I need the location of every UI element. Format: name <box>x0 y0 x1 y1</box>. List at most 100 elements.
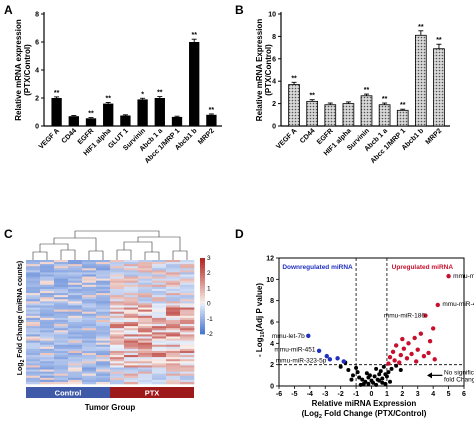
heatmap-cell <box>40 330 55 333</box>
heatmap-cell <box>68 264 83 267</box>
heatmap-cell <box>82 330 97 333</box>
heatmap-cell <box>26 291 41 294</box>
heatmap-cell <box>96 299 111 302</box>
heatmap-cell <box>40 260 55 263</box>
heatmap-cell <box>124 280 139 284</box>
heatmap-cell <box>110 288 125 292</box>
heatmap-cell <box>124 367 139 370</box>
heatmap-cell <box>68 288 83 292</box>
heatmap-cell <box>180 297 195 300</box>
heatmap-cell <box>40 346 55 350</box>
heatmap-cell <box>96 353 111 356</box>
heatmap-cell <box>26 369 41 372</box>
heatmap-cell <box>124 373 139 377</box>
heatmap-cell <box>68 270 83 273</box>
a-significance: ** <box>157 90 163 97</box>
heatmap-cell <box>54 311 69 315</box>
heatmap-cell <box>68 315 83 319</box>
heatmap-cell <box>124 291 139 294</box>
heatmap-cell <box>54 361 69 364</box>
heatmap-cell <box>110 280 125 284</box>
heatmap-cell <box>68 295 83 298</box>
heatmap-cell <box>82 301 97 304</box>
a-significance: ** <box>191 32 197 39</box>
heatmap-cell <box>124 369 139 372</box>
heatmap-cell <box>82 274 97 277</box>
b-ytick-label: 6 <box>272 56 276 63</box>
heatmap-cell <box>54 375 69 379</box>
b-ytick-label: 2 <box>272 101 276 108</box>
heatmap-cell <box>180 361 195 364</box>
heatmap-cell <box>82 317 97 321</box>
heatmap-cell <box>96 282 111 286</box>
heatmap-cell <box>166 334 181 337</box>
heatmap-cell <box>26 286 41 290</box>
heatmap-cell <box>40 288 55 292</box>
ptx-group-label: PTX <box>145 389 160 398</box>
heatmap-cell <box>180 353 195 356</box>
d-ylabel-pre: - Log <box>255 337 264 357</box>
heatmap-cell <box>138 363 153 366</box>
heatmap-cell <box>124 381 139 385</box>
heatmap-cell <box>180 305 195 308</box>
heatmap-cell <box>40 367 55 370</box>
heatmap-cell <box>96 301 111 304</box>
heatmap-cell <box>54 278 69 281</box>
heatmap-cell <box>138 371 153 374</box>
heatmap-cell <box>124 338 139 341</box>
heatmap-cell <box>40 328 55 331</box>
heatmap-cell <box>68 371 83 374</box>
colorbar-segment <box>200 301 205 304</box>
heatmap-cell <box>110 365 125 368</box>
heatmap-cell <box>124 274 139 277</box>
heatmap-cell <box>54 266 69 269</box>
heatmap-cell <box>166 324 181 327</box>
heatmap-cell <box>26 365 41 368</box>
colorbar-segment <box>200 280 205 284</box>
heatmap-cell <box>26 282 41 286</box>
d-down-label: Downregulated miRNA <box>282 264 353 271</box>
heatmap-cell <box>40 342 55 346</box>
heatmap-cell <box>180 309 195 312</box>
heatmap-cell <box>124 260 139 263</box>
heatmap-cell <box>138 264 153 267</box>
heatmap-cell <box>124 324 139 327</box>
heatmap-cell <box>40 284 55 288</box>
heatmap-cell <box>166 367 181 370</box>
heatmap-cell <box>26 284 41 288</box>
heatmap-cell <box>138 288 153 292</box>
panel-label-a: A <box>4 3 13 17</box>
heatmap-cell <box>68 350 83 354</box>
heatmap-cell <box>124 319 139 323</box>
heatmap-cell <box>40 299 55 302</box>
heatmap-cell <box>54 373 69 377</box>
heatmap-cell <box>138 317 153 321</box>
heatmap-cell <box>138 330 153 333</box>
d-point-ns <box>384 374 389 379</box>
heatmap-cell <box>110 344 125 348</box>
heatmap-cell <box>110 381 125 385</box>
heatmap-cell <box>152 332 167 335</box>
d-point-ns <box>355 370 360 375</box>
heatmap-cell <box>152 264 167 267</box>
heatmap-cell <box>68 363 83 366</box>
heatmap-cell <box>40 326 55 329</box>
heatmap-cell <box>96 328 111 331</box>
heatmap-cell <box>138 348 153 352</box>
heatmap-cell <box>180 342 195 346</box>
heatmap-cell <box>68 381 83 385</box>
d-point-up <box>397 360 402 365</box>
b-ytick-label: 10 <box>268 12 276 19</box>
heatmap-cell <box>96 365 111 368</box>
heatmap-cell <box>152 305 167 308</box>
heatmap-cell <box>110 286 125 290</box>
colorbar-segment <box>200 313 205 317</box>
d-point-up <box>414 359 419 364</box>
d-point-up <box>446 273 451 279</box>
heatmap-cell <box>152 274 167 277</box>
d-mirna-label: mmu-miR-323-5p <box>276 357 327 364</box>
heatmap-cell <box>40 295 55 298</box>
heatmap-cell <box>166 381 181 385</box>
heatmap-cell <box>138 350 153 354</box>
heatmap-cell <box>54 301 69 304</box>
